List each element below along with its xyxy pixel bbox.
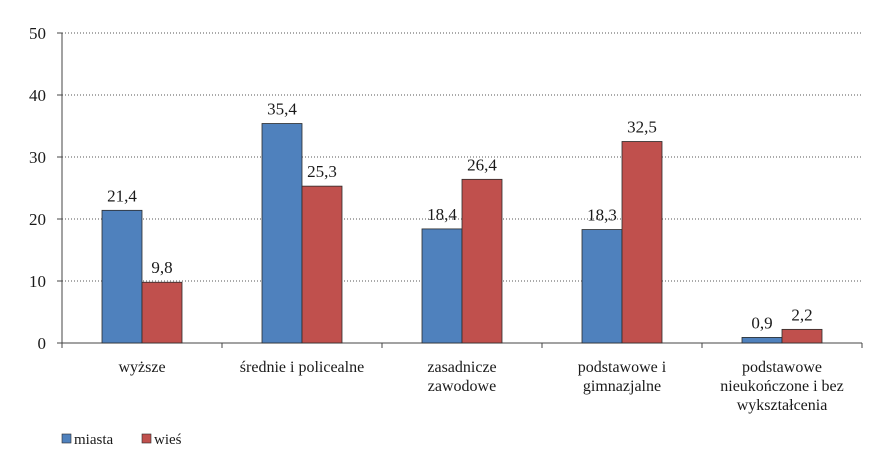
legend-swatch-miasta xyxy=(61,433,72,444)
category-label-line: podstawowe i xyxy=(578,359,667,376)
data-label: 35,4 xyxy=(267,100,297,119)
legend-label-wieś: wieś xyxy=(154,432,182,448)
data-label: 2,2 xyxy=(791,305,812,324)
legend-swatch-wieś xyxy=(141,433,152,444)
y-tick-label: 10 xyxy=(29,272,46,291)
bars xyxy=(101,123,823,344)
y-tick-label: 50 xyxy=(29,24,46,43)
data-labels: 21,4 35,4 18,4 18,3 0,9 9,8 25,3 26,4 32,5 2,2 xyxy=(107,100,813,333)
bar-miasta xyxy=(581,229,623,344)
data-label: 21,4 xyxy=(107,186,137,205)
data-label: 32,5 xyxy=(627,118,657,137)
bar-wieś xyxy=(141,281,183,344)
bar-wieś xyxy=(301,185,343,344)
category-label: wyższe xyxy=(118,359,165,376)
bar-wieś xyxy=(621,141,663,344)
category-label-line: gimnazjalne xyxy=(583,378,661,395)
category-label-line: nieukończone i bez xyxy=(720,378,844,395)
category-label-line: wykształcenia xyxy=(737,397,828,414)
category-label: podstawowe nieukończone i bez wykształceni… xyxy=(720,359,844,414)
bar-miasta xyxy=(421,228,463,344)
y-tick-label: 0 xyxy=(38,334,47,353)
category-label: średnie i policealne xyxy=(240,359,364,376)
data-label: 26,4 xyxy=(467,155,497,174)
category-label-line: średnie i policealne xyxy=(240,359,364,376)
bar-miasta xyxy=(741,337,783,344)
data-label: 9,8 xyxy=(151,258,172,277)
category-label: zasadnicze zawodowe xyxy=(427,359,496,395)
data-label: 25,3 xyxy=(307,162,337,181)
category-label-line: wyższe xyxy=(118,359,165,376)
bar-miasta xyxy=(101,209,143,344)
category-label-line: podstawowe xyxy=(742,359,822,376)
bar-wieś xyxy=(781,328,823,344)
category-label-line: zawodowe xyxy=(428,378,496,395)
y-tick-label: 40 xyxy=(29,86,46,105)
category-label-line: zasadnicze xyxy=(427,359,496,376)
y-tick-label: 30 xyxy=(29,148,46,167)
data-label: 0,9 xyxy=(751,313,772,332)
data-label: 18,3 xyxy=(587,206,617,225)
y-tick-label: 20 xyxy=(29,210,46,229)
bar-miasta xyxy=(261,123,303,344)
bar-wieś xyxy=(461,178,503,344)
category-label: podstawowe i gimnazjalne xyxy=(578,359,667,395)
legend-label-miasta: miasta xyxy=(74,432,113,448)
category-labels: wyższe średnie i policealne zasadnicze zawo… xyxy=(118,359,843,414)
data-label: 18,4 xyxy=(427,205,457,224)
legend: miasta wieś xyxy=(61,432,182,448)
